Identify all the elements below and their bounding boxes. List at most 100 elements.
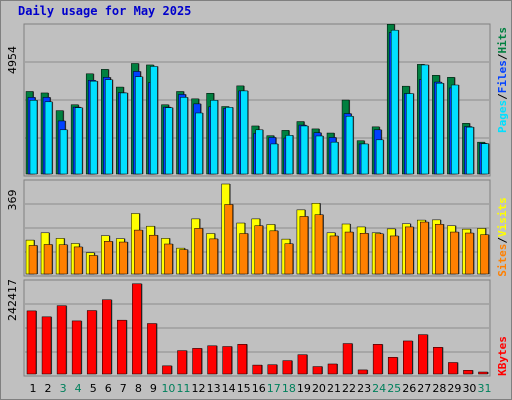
sites-bar xyxy=(329,235,339,275)
kbytes-bar xyxy=(478,371,488,375)
legend-sites-visits: Sites/Visits xyxy=(496,197,509,277)
legend-kbytes-part: KBytes xyxy=(496,336,509,376)
sites-bar xyxy=(314,214,324,275)
kbytes-bar xyxy=(267,364,278,375)
kbytes-bar xyxy=(117,319,127,375)
bar-marks xyxy=(25,24,490,375)
sites-bar xyxy=(209,238,218,275)
kbytes-bar xyxy=(102,299,112,375)
x-tick-label: 24 xyxy=(372,382,386,395)
sites-bar xyxy=(164,243,173,275)
pages-bar xyxy=(345,115,354,175)
sites-bar xyxy=(88,255,98,275)
y-max-label: 242417 xyxy=(6,279,19,321)
x-tick-label: 10 xyxy=(161,382,175,395)
x-tick-label: 6 xyxy=(105,382,112,395)
pages-bar xyxy=(74,107,83,175)
kbytes-bar xyxy=(433,347,443,375)
kbytes-bar xyxy=(342,343,353,375)
x-tick-label: 27 xyxy=(417,382,431,395)
pages-bar xyxy=(89,80,98,175)
legend-sites-visits-part: Visits xyxy=(496,197,509,237)
legend-pages-files-hits-part: / xyxy=(496,53,509,60)
chart-title: Daily usage for May 2025 xyxy=(18,4,192,18)
x-tick-label: 17 xyxy=(267,382,281,395)
sites-bar xyxy=(43,244,53,275)
x-tick-label: 25 xyxy=(387,382,401,395)
legend-pages-files-hits-part: / xyxy=(496,93,509,100)
pages-bar xyxy=(436,82,444,175)
kbytes-bar xyxy=(162,365,172,375)
pages-bar xyxy=(451,84,459,175)
pages-bar xyxy=(360,143,369,175)
pages-bar xyxy=(255,129,263,175)
sites-bar xyxy=(58,244,68,275)
legend-sites-visits-part: / xyxy=(496,237,509,244)
x-tick-label: 13 xyxy=(207,382,221,395)
sites-bar xyxy=(359,233,369,275)
pages-bar xyxy=(150,66,158,175)
pages-bar xyxy=(44,101,53,175)
pages-bar xyxy=(29,100,38,175)
pages-bar xyxy=(195,112,203,175)
kbytes-bar xyxy=(327,363,338,375)
x-tick-label: 7 xyxy=(120,382,127,395)
pages-bar xyxy=(481,143,489,175)
pages-bar xyxy=(210,100,218,175)
x-tick-label: 3 xyxy=(60,382,67,395)
kbytes-bar xyxy=(222,346,232,375)
pages-bar xyxy=(315,135,324,175)
y-max-label: 369 xyxy=(6,190,19,211)
sites-bar xyxy=(104,241,113,275)
x-tick-label: 30 xyxy=(462,382,476,395)
x-tick-label: 12 xyxy=(192,382,206,395)
sites-bar xyxy=(420,221,429,275)
x-tick-label: 15 xyxy=(237,382,251,395)
sites-bar xyxy=(480,234,489,275)
kbytes-bar xyxy=(282,360,293,375)
kbytes-bar xyxy=(297,354,308,375)
pages-bar xyxy=(466,126,474,175)
pages-bar xyxy=(330,141,339,175)
sites-bar xyxy=(149,234,158,275)
x-tick-label: 20 xyxy=(312,382,326,395)
x-tick-label: 26 xyxy=(402,382,416,395)
legend-pages-files-hits: Pages/Files/Hits xyxy=(496,27,509,133)
kbytes-bar xyxy=(237,344,247,375)
legend-pages-files-hits-part: Files xyxy=(496,60,509,93)
pages-bar xyxy=(406,93,414,175)
pages-bar xyxy=(285,135,294,175)
x-tick-label: 5 xyxy=(90,382,97,395)
sites-bar xyxy=(450,231,459,275)
pages-bar xyxy=(270,143,279,175)
kbytes-bar xyxy=(252,364,262,375)
kbytes-bar xyxy=(41,316,52,375)
kbytes-bar xyxy=(147,323,157,375)
sites-bar xyxy=(284,243,294,275)
pages-bar xyxy=(180,97,188,175)
kbytes-bar xyxy=(207,345,217,375)
x-tick-label: 18 xyxy=(282,382,296,395)
x-tick-label: 31 xyxy=(478,382,492,395)
x-tick-label: 22 xyxy=(342,382,356,395)
sites-bar xyxy=(134,229,143,275)
x-tick-label: 16 xyxy=(252,382,266,395)
sites-bar xyxy=(389,235,399,275)
x-tick-label: 19 xyxy=(297,382,311,395)
kbytes-bar xyxy=(132,283,142,375)
kbytes-bar xyxy=(312,366,323,375)
x-tick-label: 8 xyxy=(135,382,142,395)
sites-bar xyxy=(254,225,263,275)
legend-sites-visits-part: Sites xyxy=(496,244,509,277)
pages-bar xyxy=(225,107,233,175)
kbytes-bar xyxy=(387,357,398,375)
x-tick-label: 29 xyxy=(447,382,461,395)
x-tick-label: 23 xyxy=(357,382,371,395)
kbytes-bar xyxy=(463,370,473,375)
sites-bar xyxy=(194,228,203,275)
legend-pages-files-hits-part: Pages xyxy=(496,100,509,133)
pages-bar xyxy=(120,92,128,175)
kbytes-bar xyxy=(56,305,67,375)
x-tick-label: 2 xyxy=(45,382,52,395)
